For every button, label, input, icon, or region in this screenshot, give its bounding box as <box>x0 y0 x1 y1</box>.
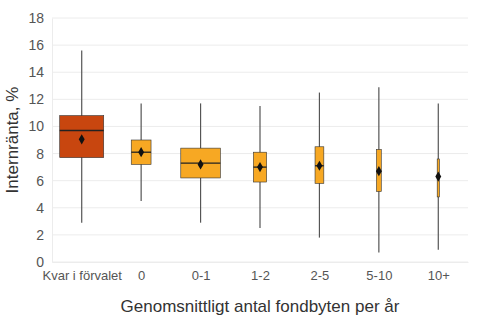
x-tick-label: 2-5 <box>311 268 330 283</box>
x-tick: 5-10 <box>366 262 392 283</box>
x-tick-label: 5-10 <box>366 268 392 283</box>
y-tick: 6 <box>36 173 52 189</box>
grid-line <box>52 234 468 235</box>
x-axis: Kvar i förvalet 0 0-1 1-2 2-5 5-10 10+ <box>42 262 468 283</box>
x-tick: 2-5 <box>311 262 330 283</box>
box-group <box>376 87 382 252</box>
x-axis-line <box>53 262 469 263</box>
box <box>181 148 221 178</box>
y-tick-label: 18 <box>28 10 44 26</box>
box <box>131 140 151 164</box>
y-axis-line <box>52 19 53 263</box>
y-axis-title: Internränta, % <box>3 87 22 194</box>
box-group <box>315 93 324 238</box>
y-tick: 18 <box>28 10 52 26</box>
grid-line <box>52 45 468 46</box>
mean <box>435 172 441 182</box>
mean <box>138 147 144 157</box>
box <box>253 152 266 182</box>
box <box>376 149 381 191</box>
box <box>315 147 324 184</box>
y-tick-label: 2 <box>36 227 44 243</box>
x-tick: 10+ <box>428 262 450 283</box>
box-group <box>60 51 104 223</box>
mean <box>257 162 263 172</box>
chart: 0 2 4 6 8 10 12 14 16 18 Kvar i förvalet 0 0-1 1-2 2-5… <box>0 0 480 320</box>
y-tick-label: 16 <box>28 37 44 53</box>
y-tick: 12 <box>28 91 52 107</box>
median <box>60 130 104 131</box>
mean <box>198 159 204 169</box>
box <box>60 116 104 158</box>
box-group <box>435 103 441 249</box>
y-tick: 14 <box>28 64 52 80</box>
y-axis: 024681012141618 <box>28 10 52 270</box>
x-tick: Kvar i förvalet <box>42 262 122 283</box>
x-tick-label: Kvar i förvalet <box>42 268 122 283</box>
x-tick: 1-2 <box>251 262 270 283</box>
grid-line <box>52 262 468 263</box>
y-tick-label: 10 <box>28 118 44 134</box>
y-tick-label: 8 <box>36 146 44 162</box>
box-group <box>131 103 151 201</box>
box-group <box>253 106 266 228</box>
y-tick-label: 4 <box>36 200 44 216</box>
grid <box>52 18 468 262</box>
box-group <box>181 103 221 222</box>
x-tick-label: 10+ <box>428 268 450 283</box>
y-tick: 4 <box>36 200 52 216</box>
x-tick-label: 0 <box>138 268 145 283</box>
y-tick: 16 <box>28 37 52 53</box>
x-axis-title: Genomsnittligt antal fondbyten per år <box>121 297 400 316</box>
x-tick: 0-1 <box>192 262 211 283</box>
grid-line <box>52 99 468 100</box>
y-tick-label: 6 <box>36 173 44 189</box>
x-tick-label: 0-1 <box>192 268 211 283</box>
grid-line <box>52 18 468 19</box>
y-tick: 2 <box>36 227 52 243</box>
x-tick-label: 1-2 <box>251 268 270 283</box>
mean <box>376 166 382 176</box>
y-tick: 10 <box>28 118 52 134</box>
grid-line <box>52 72 468 73</box>
y-tick-label: 14 <box>28 64 44 80</box>
mean <box>316 161 322 171</box>
y-tick: 8 <box>36 146 52 162</box>
boxes <box>60 51 442 253</box>
x-tick: 0 <box>138 262 145 283</box>
mean <box>79 134 85 144</box>
y-tick-label: 12 <box>28 91 44 107</box>
